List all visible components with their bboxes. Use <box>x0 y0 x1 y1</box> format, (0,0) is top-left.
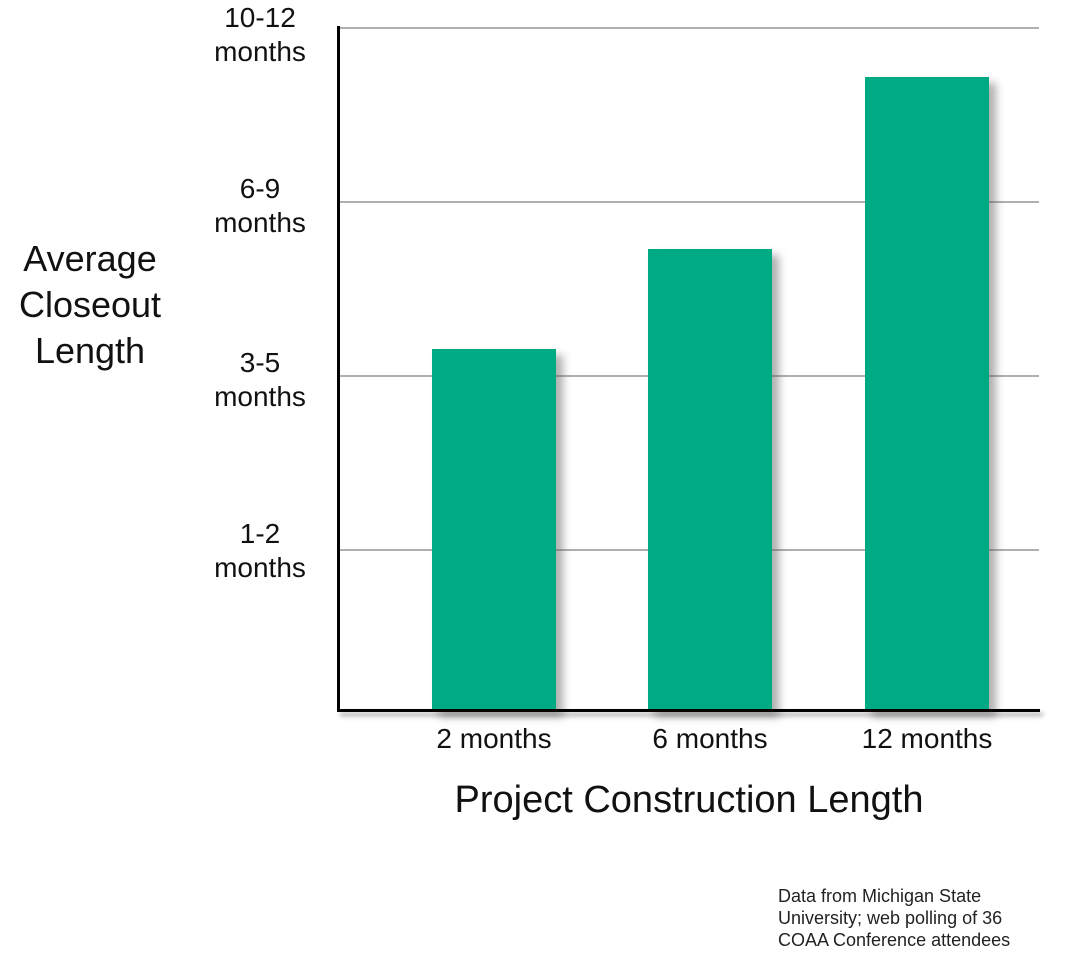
bar-2-months <box>432 349 556 711</box>
y-tick-line: 3-5 <box>239 347 281 378</box>
x-tick-label-6-months: 6 months <box>652 723 768 754</box>
y-tick-line: 1-2 <box>239 518 281 549</box>
gridline-10-12-months <box>339 27 1039 29</box>
source-note-line: COAA Conference attendees <box>778 930 1011 950</box>
y-axis-title: Average Closeout Length <box>0 236 180 374</box>
source-note-line: Data from Michigan State <box>778 886 982 906</box>
y-axis-title-line: Closeout <box>18 284 162 325</box>
bar-12-months <box>865 77 989 711</box>
y-tick-line: months <box>214 381 306 412</box>
y-tick-line: months <box>214 552 306 583</box>
x-tick-label-12-months: 12 months <box>861 723 993 754</box>
source-note: Data from Michigan State University; web… <box>778 885 1068 951</box>
y-axis-title-line: Average <box>23 238 157 279</box>
source-note-line: University; web polling of 36 <box>778 908 1003 928</box>
y-tick-line: months <box>214 36 306 67</box>
y-tick-label-1-2-months: 1-2 months <box>160 517 360 585</box>
y-tick-label-3-5-months: 3-5 months <box>160 346 360 414</box>
y-tick-line: 10-12 <box>224 2 296 33</box>
y-axis-line <box>337 26 340 712</box>
y-axis-title-line: Length <box>34 330 146 371</box>
x-axis-line <box>337 709 1040 712</box>
y-tick-line: months <box>214 207 306 238</box>
x-tick-label-2-months: 2 months <box>436 723 552 754</box>
plot-area <box>339 27 1039 711</box>
x-axis-title: Project Construction Length <box>454 779 924 821</box>
y-tick-label-10-12-months: 10-12 months <box>160 1 360 69</box>
gridline-6-9-months <box>339 201 1039 203</box>
y-tick-label-6-9-months: 6-9 months <box>160 172 360 240</box>
bar-6-months <box>648 249 772 711</box>
y-tick-line: 6-9 <box>239 173 281 204</box>
